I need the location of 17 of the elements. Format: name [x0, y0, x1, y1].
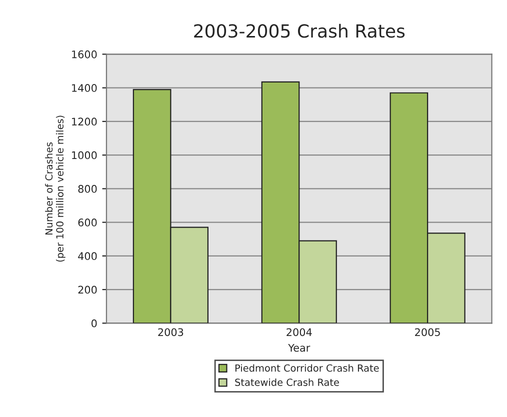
- legend-label: Statewide Crash Rate: [235, 378, 339, 386]
- x-tick-label: 2004: [286, 328, 312, 336]
- x-tick-label: 2003: [158, 328, 184, 336]
- y-tick-label: 200: [78, 286, 97, 294]
- y-tick-label: 400: [78, 252, 97, 260]
- y-tick-label: 600: [78, 218, 97, 226]
- y-tick-label: 1600: [72, 50, 97, 58]
- x-axis-title: Year: [288, 344, 310, 352]
- y-tick-label: 1000: [72, 151, 97, 160]
- x-tick-label: 2005: [415, 328, 440, 336]
- y-tick-label: 800: [78, 184, 97, 193]
- y-tick-label: 1200: [72, 118, 97, 126]
- chart-title: 2003-2005 Crash Rates: [194, 24, 405, 38]
- legend-label: Piedmont Corridor Crash Rate: [235, 364, 379, 372]
- y-tick-label: 0: [92, 319, 97, 328]
- y-tick-label: 1400: [72, 84, 97, 92]
- y-axis-title: Number of Crashes (per 100 million vehicle miles): [45, 116, 66, 262]
